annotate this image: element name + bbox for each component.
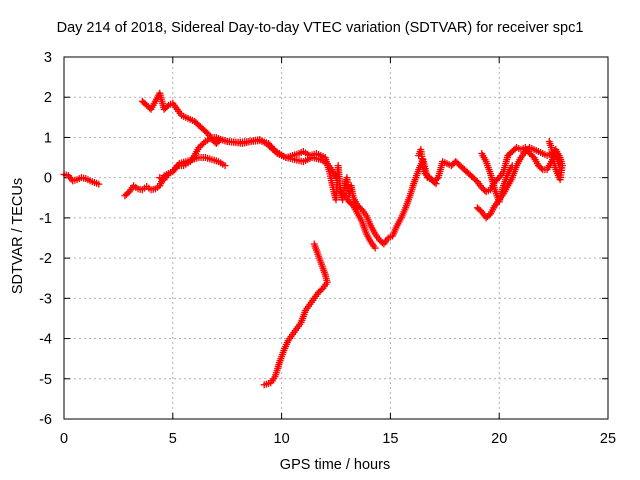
y-tick-label: 0 bbox=[44, 171, 52, 187]
series-segment-1 bbox=[60, 170, 103, 188]
series-segment-4 bbox=[156, 154, 229, 184]
series-segment-5 bbox=[260, 240, 331, 389]
data-point bbox=[163, 103, 171, 111]
x-tick-label: 0 bbox=[60, 431, 68, 447]
series-segment-9 bbox=[473, 137, 566, 222]
y-tick-label: -3 bbox=[39, 291, 52, 307]
y-tick-label: 2 bbox=[44, 90, 52, 106]
axis-ticks bbox=[63, 56, 609, 420]
data-point bbox=[200, 139, 208, 147]
x-tick-label: 20 bbox=[491, 431, 507, 447]
grid bbox=[64, 57, 608, 419]
y-tick-label: -4 bbox=[39, 332, 52, 348]
y-tick-label: -6 bbox=[39, 412, 52, 428]
y-tick-label: -5 bbox=[39, 372, 52, 388]
x-tick-label: 15 bbox=[382, 431, 398, 447]
y-tick-label: -1 bbox=[39, 211, 52, 227]
data-point bbox=[508, 162, 516, 170]
y-tick-label: 3 bbox=[44, 50, 52, 66]
data-point bbox=[221, 162, 229, 170]
data-points bbox=[60, 89, 566, 389]
data-point bbox=[545, 137, 553, 145]
data-point bbox=[272, 148, 280, 156]
chart-title: Day 214 of 2018, Sidereal Day-to-day VTE… bbox=[56, 20, 584, 36]
series-segment-7 bbox=[336, 188, 379, 252]
x-axis-label: GPS time / hours bbox=[279, 457, 391, 473]
data-point bbox=[537, 164, 545, 172]
plot-frame bbox=[63, 56, 609, 420]
x-tick-label: 25 bbox=[600, 431, 616, 447]
data-point bbox=[310, 240, 318, 248]
data-point bbox=[198, 140, 206, 148]
data-point bbox=[197, 142, 205, 150]
y-tick-label: -2 bbox=[39, 251, 52, 267]
y-tick-label: 1 bbox=[44, 130, 52, 146]
x-tick-label: 10 bbox=[274, 431, 290, 447]
data-point bbox=[371, 244, 379, 252]
data-point bbox=[95, 180, 103, 188]
data-point bbox=[195, 144, 203, 151]
series-segment-10 bbox=[478, 150, 516, 206]
x-tick-label: 5 bbox=[169, 431, 177, 447]
series-segment-3 bbox=[138, 89, 340, 182]
series-segment-6 bbox=[321, 154, 440, 248]
